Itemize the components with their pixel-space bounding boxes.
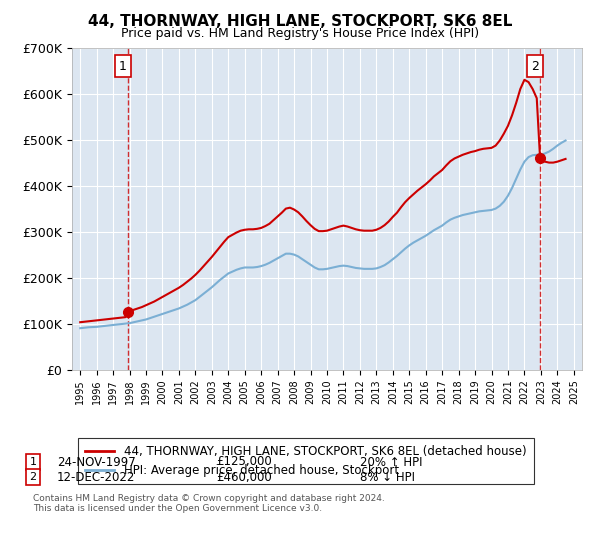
Text: Contains HM Land Registry data © Crown copyright and database right 2024.
This d: Contains HM Land Registry data © Crown c… xyxy=(33,494,385,514)
Text: 12-DEC-2022: 12-DEC-2022 xyxy=(57,470,136,484)
Text: 2: 2 xyxy=(29,472,37,482)
Text: 2: 2 xyxy=(531,59,539,72)
Text: 24-NOV-1997: 24-NOV-1997 xyxy=(57,455,136,469)
Text: 44, THORNWAY, HIGH LANE, STOCKPORT, SK6 8EL: 44, THORNWAY, HIGH LANE, STOCKPORT, SK6 … xyxy=(88,14,512,29)
Text: 8% ↓ HPI: 8% ↓ HPI xyxy=(360,470,415,484)
Text: 20% ↑ HPI: 20% ↑ HPI xyxy=(360,455,422,469)
Text: Price paid vs. HM Land Registry's House Price Index (HPI): Price paid vs. HM Land Registry's House … xyxy=(121,27,479,40)
Text: £460,000: £460,000 xyxy=(216,470,272,484)
Legend: 44, THORNWAY, HIGH LANE, STOCKPORT, SK6 8EL (detached house), HPI: Average price: 44, THORNWAY, HIGH LANE, STOCKPORT, SK6 … xyxy=(78,438,533,484)
Text: £125,000: £125,000 xyxy=(216,455,272,469)
Text: 1: 1 xyxy=(119,59,127,72)
Text: 1: 1 xyxy=(29,457,37,467)
